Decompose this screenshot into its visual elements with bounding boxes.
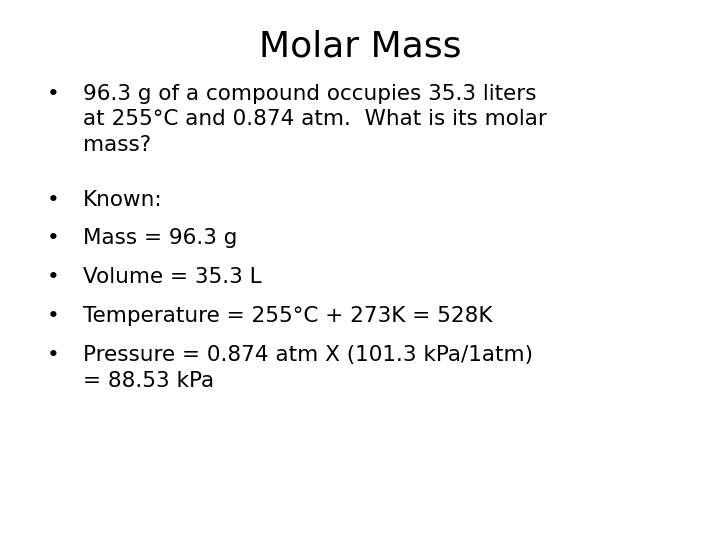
Text: Mass = 96.3 g: Mass = 96.3 g <box>83 228 237 248</box>
Text: •: • <box>47 228 60 248</box>
Text: Pressure = 0.874 atm X (101.3 kPa/1atm)
= 88.53 kPa: Pressure = 0.874 atm X (101.3 kPa/1atm) … <box>83 345 533 390</box>
Text: •: • <box>47 345 60 365</box>
Text: •: • <box>47 267 60 287</box>
Text: Volume = 35.3 L: Volume = 35.3 L <box>83 267 261 287</box>
Text: •: • <box>47 190 60 210</box>
Text: Molar Mass: Molar Mass <box>258 30 462 64</box>
Text: 96.3 g of a compound occupies 35.3 liters
at 255°C and 0.874 atm.  What is its m: 96.3 g of a compound occupies 35.3 liter… <box>83 84 546 155</box>
Text: Temperature = 255°C + 273K = 528K: Temperature = 255°C + 273K = 528K <box>83 306 492 326</box>
Text: Known:: Known: <box>83 190 163 210</box>
Text: •: • <box>47 84 60 104</box>
Text: •: • <box>47 306 60 326</box>
